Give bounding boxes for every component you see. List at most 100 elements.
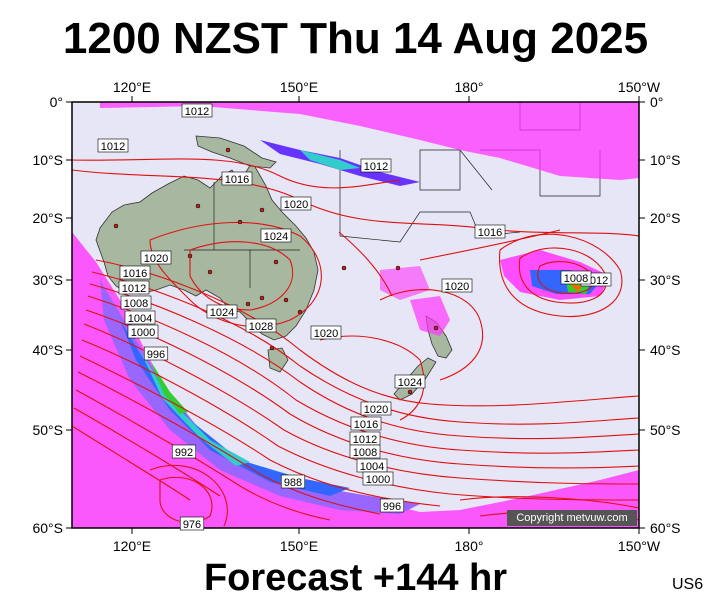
lat-label-right-3: 30°S: [650, 272, 681, 288]
isobar-label-text: 1012: [122, 283, 146, 295]
isobar-label: 1012: [360, 158, 392, 173]
isobar-label: 1008: [560, 270, 592, 285]
isobar-label-box: [181, 103, 213, 118]
lon-label-top-1: 120°E: [113, 79, 151, 95]
isobar-label: 1020: [140, 250, 172, 265]
isobar-label-text: 976: [183, 519, 201, 531]
isobar-label: 1024: [260, 228, 292, 243]
lat-label-left-2: 20°S: [32, 210, 63, 226]
lat-label-left-4: 40°S: [32, 342, 63, 358]
isobar-label-text: 1024: [210, 307, 234, 319]
isobar-label: 992: [171, 444, 197, 459]
isobar-label-text: 1016: [478, 227, 502, 239]
isobar-label-box: [360, 401, 392, 416]
isobar-label: 1020: [441, 278, 473, 293]
isobar-label-box: [474, 224, 506, 239]
isobar-label: 1004: [124, 310, 156, 325]
isobar-label-box: [120, 295, 152, 310]
isobar-label-box: [362, 471, 394, 486]
isobar-label: 1016: [474, 224, 506, 239]
copyright-notice: Copyright metvuw.com: [507, 510, 637, 526]
isobar-label: 1000: [362, 471, 394, 486]
isobar-label-text: 1028: [249, 321, 273, 333]
isobar-label-text: 1020: [144, 253, 168, 265]
isobar-label-text: 1020: [284, 199, 308, 211]
isobar-label: 1004: [356, 458, 388, 473]
isobar-label-box: [350, 416, 382, 431]
isobar-label: 1024: [394, 374, 426, 389]
lat-label-right-5: 50°S: [650, 422, 681, 438]
lat-label-right-0: 0°: [650, 94, 663, 110]
lat-label-right-1: 10°S: [650, 152, 681, 168]
map-code: US6: [672, 576, 704, 593]
forecast-label: Forecast +144 hr: [203, 557, 508, 599]
isobar-label-text: 1016: [225, 174, 249, 186]
lat-label-left-3: 30°S: [32, 272, 63, 288]
isobar-label: 1012: [97, 138, 129, 153]
isobar-label-text: 1008: [124, 298, 148, 310]
isobar-label-box: [179, 516, 205, 531]
isobar-label-box: [118, 280, 150, 295]
isobar-label-text: 1020: [364, 404, 388, 416]
isobar-label: 1020: [280, 196, 312, 211]
isobar-label: 976: [179, 516, 205, 531]
isobar-label-text: 1020: [445, 281, 469, 293]
isobar-label-box: [97, 138, 129, 153]
isobar-label-box: [280, 196, 312, 211]
isobar-label-text: 1016: [354, 419, 378, 431]
isobars: [72, 158, 639, 527]
axis-ticks: [66, 96, 645, 534]
isobar-label-box: [119, 265, 151, 280]
isobar-label: 1020: [360, 401, 392, 416]
lat-label-right-2: 20°S: [650, 210, 681, 226]
isobar-label: 1008: [349, 444, 381, 459]
lat-label-left-5: 50°S: [32, 422, 63, 438]
lon-label-bottom-4: 150°W: [618, 538, 661, 554]
lat-label-right-4: 40°S: [650, 342, 681, 358]
lon-label-top-3: 180°: [455, 79, 484, 95]
isobar-label-box: [379, 498, 405, 513]
isobar-label-box: [221, 171, 253, 186]
isobar-label: 1016: [119, 265, 151, 280]
isobar-label-box: [441, 278, 473, 293]
lat-label-left-6: 60°S: [32, 520, 63, 536]
isobar-label-box: [140, 250, 172, 265]
isobar-labels: 1012101210161020102410201016101210081004…: [97, 103, 612, 531]
lon-label-top-4: 150°W: [618, 79, 661, 95]
isobar-label-text: 1024: [398, 377, 422, 389]
isobar-label-text: 1024: [264, 231, 288, 243]
isobar-label-text: 1008: [353, 447, 377, 459]
isobar-label-box: [280, 474, 306, 489]
isobar-label-text: 1008: [564, 273, 588, 285]
isobar-label-box: [394, 374, 426, 389]
map-frame: [71, 101, 640, 529]
isobar-label-text: 1012: [353, 434, 377, 446]
isobar-label: 1008: [120, 295, 152, 310]
isobar-label: 1012: [118, 280, 150, 295]
isobar-label: 1016: [221, 171, 253, 186]
isobar-label-text: 1020: [314, 328, 338, 340]
isobar-label-text: 996: [383, 501, 401, 513]
new-guinea: [195, 135, 277, 169]
isobar-label-box: [127, 324, 159, 339]
isobar-label-text: 1012: [185, 106, 209, 118]
isobar-label-box: [143, 346, 169, 361]
isobar-label-text: 1012: [364, 161, 388, 173]
lon-label-bottom-3: 180°: [455, 538, 484, 554]
isobar-label: 1028: [245, 318, 277, 333]
isobar-label-text: 992: [175, 447, 193, 459]
lon-label-top-2: 150°E: [280, 79, 318, 95]
isobar-label: 1012: [181, 103, 213, 118]
isobar-label: 1016: [350, 416, 382, 431]
australia-landmass: [95, 161, 319, 341]
chart-title: 1200 NZST Thu 14 Aug 2025: [62, 14, 649, 63]
isobar-label-box: [171, 444, 197, 459]
isobar-label-box: [349, 444, 381, 459]
isobar-label-box: [124, 310, 156, 325]
isobar-label-text: 1004: [128, 313, 152, 325]
isobar-label-box: [310, 325, 342, 340]
isobar-label: 1012: [349, 431, 381, 446]
isobar-label: 996: [143, 346, 169, 361]
isobar-label: 996: [379, 498, 405, 513]
